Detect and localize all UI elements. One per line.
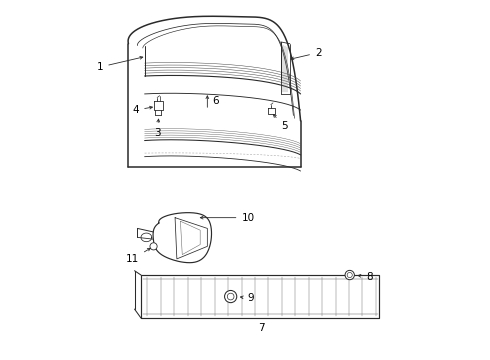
Text: 7: 7 (258, 323, 265, 333)
Text: 5: 5 (273, 114, 288, 131)
Text: 2: 2 (291, 48, 321, 60)
Text: 6: 6 (213, 96, 220, 106)
Text: 9: 9 (241, 293, 254, 303)
Text: 11: 11 (126, 248, 150, 264)
Circle shape (150, 243, 157, 250)
Text: 10: 10 (200, 213, 254, 222)
Text: 4: 4 (133, 105, 152, 115)
Circle shape (345, 270, 354, 280)
Circle shape (224, 291, 237, 303)
Text: 8: 8 (358, 272, 372, 282)
Text: 1: 1 (97, 57, 143, 72)
Text: 3: 3 (154, 119, 160, 138)
